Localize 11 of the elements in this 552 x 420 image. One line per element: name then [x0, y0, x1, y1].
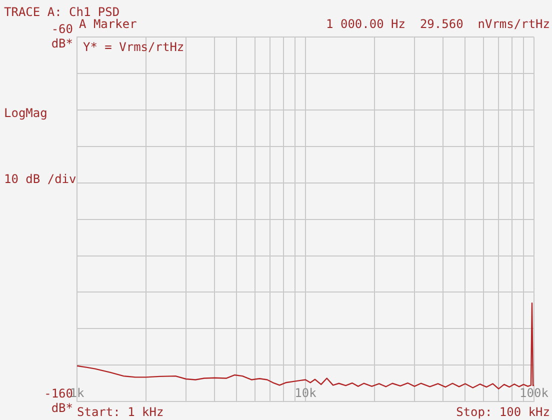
text: Start: 1 kHz	[77, 405, 164, 419]
x-tick-label: 10k	[294, 386, 318, 400]
text: 10 dB /div	[4, 172, 76, 186]
y-axis-title: LogMag	[4, 106, 48, 120]
text: 1 000.00 Hz 29.560 nVrms/rtHz	[326, 17, 550, 31]
chart-title: TRACE A: Ch1 PSD	[4, 5, 120, 19]
text: Stop: 100 kHz	[456, 405, 550, 419]
annotation: Y* = Vrms/rtHz	[83, 40, 184, 54]
x-tick-label: 100k	[520, 386, 550, 400]
text: A Marker	[79, 17, 137, 31]
y-tick-label: -60 dB*	[51, 22, 73, 50]
